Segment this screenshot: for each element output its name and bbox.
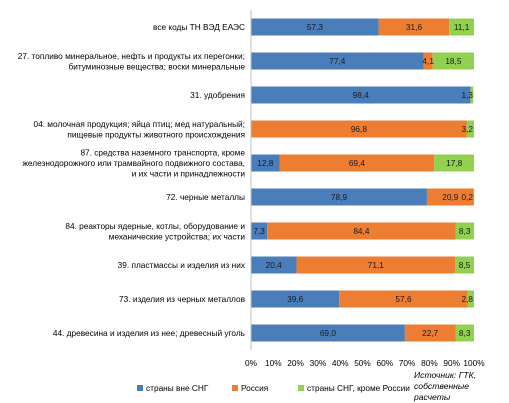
source-line-1: Источник: ГТК, xyxy=(414,370,477,380)
value-label: 22,7 xyxy=(422,328,439,338)
x-tick-label: 80% xyxy=(421,358,438,368)
value-label: 20,4 xyxy=(266,260,283,270)
bar-segment xyxy=(455,222,474,240)
source-line-2: собственные расчеты xyxy=(414,381,470,402)
bar-segment xyxy=(251,154,280,172)
category-label: 87. средства наземного транспорта, кроме… xyxy=(22,148,245,179)
x-tick-label: 20% xyxy=(287,358,304,368)
value-label: 3,2 xyxy=(461,124,473,134)
bar-segment xyxy=(251,256,297,274)
value-label: 77,4 xyxy=(329,56,346,66)
bar-segment xyxy=(251,86,471,104)
value-label: 69,0 xyxy=(320,328,337,338)
category-label: 73. изделия из черных металлов xyxy=(119,294,246,304)
value-label: 8,3 xyxy=(459,328,471,338)
bar-segment xyxy=(251,188,427,206)
category-label: 04. молочная продукция; яйца птиц; мед н… xyxy=(33,119,245,140)
category-label: 72. черные металлы xyxy=(166,192,245,202)
value-label: 39,6 xyxy=(287,294,304,304)
bar-segment xyxy=(473,188,475,206)
value-label: 20,9 xyxy=(442,192,459,202)
bar-segment xyxy=(251,222,268,240)
bar-segment xyxy=(423,52,433,70)
x-tick-label: 30% xyxy=(310,358,327,368)
legend: страны вне СНГ Россия страны СНГ, кроме Ро… xyxy=(137,383,410,393)
bar-segment xyxy=(470,86,474,104)
legend-label: Россия xyxy=(241,383,268,393)
bar-segment xyxy=(251,290,340,308)
bar-segment xyxy=(432,52,474,70)
bar-segment xyxy=(426,188,474,206)
legend-swatch xyxy=(232,385,238,391)
source-note: Источник: ГТК, собственные расчеты xyxy=(414,370,506,403)
category-label: 27. топливо минеральное, нефть и продукт… xyxy=(18,51,246,72)
bar-segment xyxy=(404,324,456,342)
category-label: 31. удобрения xyxy=(190,90,245,100)
value-label: 69,4 xyxy=(349,158,366,168)
x-tick-label: 0% xyxy=(245,358,258,368)
value-label: 98,4 xyxy=(353,90,370,100)
bar-segment xyxy=(251,324,405,342)
x-tick-label: 90% xyxy=(443,358,460,368)
bar-segment xyxy=(466,120,474,138)
bar-segment xyxy=(378,18,450,36)
value-label: 12,8 xyxy=(257,158,274,168)
bar-segment xyxy=(267,222,456,240)
value-label: 0,2 xyxy=(461,192,473,202)
value-label: 18,5 xyxy=(445,56,462,66)
bar-segment xyxy=(434,154,474,172)
value-label: 57,6 xyxy=(395,294,412,304)
value-label: 84,4 xyxy=(353,226,370,236)
legend-label: страны СНГ, кроме России xyxy=(307,383,410,393)
value-label: 4,1 xyxy=(422,56,434,66)
bar-segment xyxy=(279,154,435,172)
x-tick-label: 10% xyxy=(265,358,282,368)
value-label: 78,9 xyxy=(331,192,348,202)
value-label: 7,3 xyxy=(253,226,265,236)
bar-segment xyxy=(449,18,474,36)
value-label: 11,1 xyxy=(454,22,470,32)
x-tick-label: 60% xyxy=(376,358,393,368)
value-labels: 57,3 31,6 11,1 77,4 4,1 18,5 98,4 1,3 96,8 3,2 12,… xyxy=(253,22,473,338)
value-label: 96,8 xyxy=(351,124,368,134)
x-tick-label: 50% xyxy=(354,358,371,368)
value-label: 1,3 xyxy=(461,90,473,100)
bar-segment xyxy=(455,324,474,342)
value-label: 57,3 xyxy=(307,22,324,32)
legend-swatch xyxy=(298,385,304,391)
value-label: 31,6 xyxy=(406,22,423,32)
bar-segment xyxy=(339,290,468,308)
category-labels: все коды ТН ВЭД ЕАЭС 27. топливо минераль… xyxy=(18,22,246,338)
x-tick-label: 100% xyxy=(463,358,485,368)
x-tick-label: 70% xyxy=(399,358,416,368)
legend-label: страны вне СНГ xyxy=(146,383,209,393)
value-label: 17,8 xyxy=(446,158,463,168)
bar-segment xyxy=(467,290,474,308)
x-axis-ticks: 0% 10% 20% 30% 40% 50% 60% 70% 80% 90% 100% xyxy=(245,358,485,368)
bars xyxy=(251,18,475,342)
bar-segment xyxy=(251,120,467,138)
value-label: 8,5 xyxy=(459,260,471,270)
category-label: 84. реакторы ядерные, котлы, оборудовани… xyxy=(65,221,245,242)
value-label: 8,3 xyxy=(459,226,471,236)
x-tick-label: 40% xyxy=(332,358,349,368)
bar-segment xyxy=(251,52,424,70)
bar-segment xyxy=(251,18,379,36)
bar-segment xyxy=(455,256,474,274)
value-label: 2,8 xyxy=(461,294,473,304)
category-label: все коды ТН ВЭД ЕАЭС xyxy=(153,22,245,32)
legend-swatch xyxy=(137,385,143,391)
category-label: 44. древесина и изделия из нее; древесны… xyxy=(53,328,245,338)
category-label: 39. пластмассы и изделия из них xyxy=(118,260,246,270)
bar-segment xyxy=(296,256,456,274)
value-label: 71,1 xyxy=(368,260,385,270)
